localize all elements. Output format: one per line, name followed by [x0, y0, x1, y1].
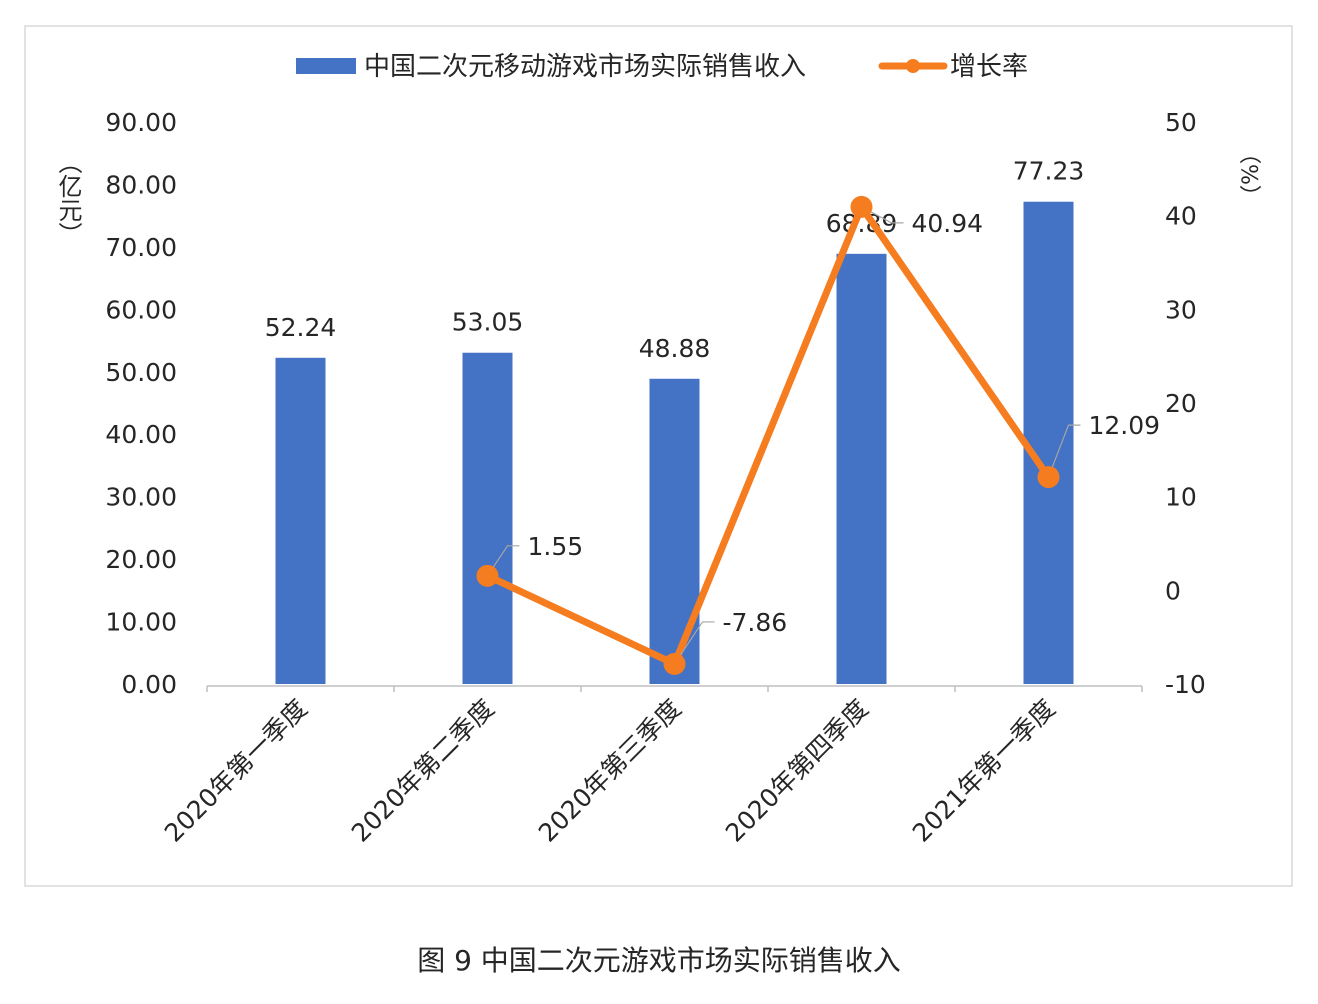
legend: 中国二次元移动游戏市场实际销售收入 增长率 [296, 52, 1028, 82]
data-label-leader [861, 206, 904, 224]
growth-data-label: 40.94 [912, 209, 984, 238]
growth-data-label: 12.09 [1089, 411, 1161, 440]
y-left-tick: 60.00 [105, 295, 177, 324]
growth-data-label: 1.55 [528, 532, 584, 561]
growth-line [486, 203, 1052, 668]
y-right-tick: 10 [1165, 483, 1197, 512]
y-right-tick: 40 [1165, 202, 1197, 231]
bar [649, 378, 700, 684]
y-left-tick: 40.00 [105, 420, 177, 449]
legend-line-marker [906, 59, 920, 73]
growth-marker [663, 652, 686, 675]
y-left-tick: 10.00 [105, 608, 177, 637]
data-label-leader [1047, 424, 1081, 478]
bar-data-label: 53.05 [452, 308, 524, 337]
bar-data-label: 52.24 [265, 313, 337, 342]
y-right-tick: 50 [1165, 108, 1197, 137]
growth-marker [1037, 466, 1060, 489]
legend-bar-label: 中国二次元移动游戏市场实际销售收入 [364, 52, 806, 82]
bar-data-label: 48.88 [639, 334, 711, 363]
y-left-tick: 90.00 [105, 108, 177, 137]
y-left-tick: 30.00 [105, 483, 177, 512]
y-right-tick: 30 [1165, 295, 1197, 324]
bar-data-label: 77.23 [1013, 157, 1085, 186]
legend-bar-swatch [296, 58, 356, 74]
data-label-leader [674, 621, 715, 665]
y-left-tick: 80.00 [105, 170, 177, 199]
growth-marker [476, 564, 499, 587]
y-left-tick: 50.00 [105, 358, 177, 387]
bar [1023, 201, 1074, 684]
y-left-tick: 0.00 [121, 670, 177, 699]
figure-caption: 图 9 中国二次元游戏市场实际销售收入 [417, 944, 901, 977]
y-left-label: （亿元） [54, 150, 82, 246]
y-right-tick: 0 [1165, 576, 1181, 605]
legend-line-label: 增长率 [950, 52, 1028, 82]
y-right-tick: -10 [1165, 670, 1206, 699]
data-label-leader [487, 545, 520, 577]
bar [275, 357, 326, 684]
growth-marker [850, 195, 873, 218]
bar [836, 253, 887, 684]
growth-data-label: -7.86 [723, 608, 788, 637]
y-left-tick: 70.00 [105, 233, 177, 262]
bar [462, 352, 513, 684]
y-right-tick: 20 [1165, 389, 1197, 418]
y-left-tick: 20.00 [105, 545, 177, 574]
y-right-label: （%） [1236, 142, 1262, 207]
